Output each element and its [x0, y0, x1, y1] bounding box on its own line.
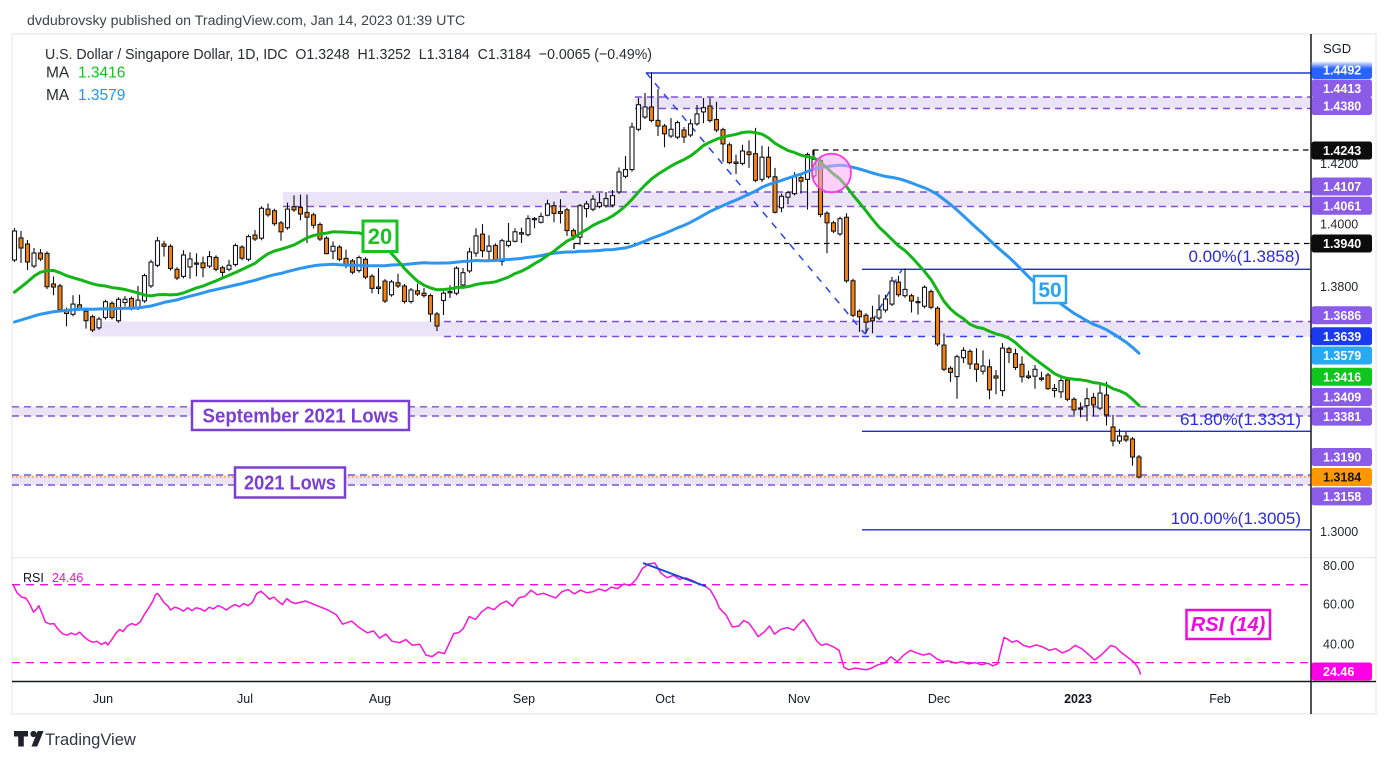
svg-text:Jun: Jun: [93, 692, 113, 706]
svg-text:1.3639: 1.3639: [1323, 330, 1361, 344]
svg-text:RSI (14): RSI (14): [1191, 614, 1266, 636]
svg-text:dvdubrovsky published on Tradi: dvdubrovsky published on TradingView.com…: [27, 13, 465, 29]
svg-text:50: 50: [1038, 279, 1061, 302]
svg-text:24.46: 24.46: [52, 571, 83, 585]
svg-text:1.4000: 1.4000: [1320, 218, 1358, 232]
svg-text:1.4107: 1.4107: [1323, 180, 1361, 194]
svg-text:1.4380: 1.4380: [1323, 100, 1361, 114]
svg-text:SGD: SGD: [1323, 41, 1351, 56]
svg-text:Jul: Jul: [237, 692, 253, 706]
svg-text:Nov: Nov: [788, 692, 811, 706]
svg-text:60.00: 60.00: [1323, 598, 1354, 612]
svg-text:1.3416: 1.3416: [78, 65, 125, 82]
svg-text:1.3190: 1.3190: [1323, 451, 1361, 465]
svg-text:MA: MA: [46, 87, 70, 104]
svg-text:U.S. Dollar / Singapore Dollar: U.S. Dollar / Singapore Dollar, 1D, IDC …: [45, 46, 652, 63]
svg-text:1.4200: 1.4200: [1320, 157, 1358, 171]
svg-text:1.3579: 1.3579: [1323, 349, 1361, 363]
svg-text:1.4061: 1.4061: [1323, 199, 1361, 213]
svg-text:Oct: Oct: [655, 692, 675, 706]
svg-text:1.3800: 1.3800: [1320, 280, 1358, 294]
svg-text:Feb: Feb: [1209, 692, 1231, 706]
svg-text:RSI: RSI: [23, 571, 44, 585]
svg-text:2023: 2023: [1064, 692, 1092, 706]
svg-text:1.3184: 1.3184: [1323, 471, 1361, 485]
svg-text:Aug: Aug: [369, 692, 391, 706]
svg-text:2021 Lows: 2021 Lows: [244, 473, 336, 495]
svg-text:1.4413: 1.4413: [1323, 82, 1361, 96]
svg-text:1.3000: 1.3000: [1320, 525, 1358, 539]
svg-text:1.3409: 1.3409: [1323, 391, 1361, 405]
svg-text:80.00: 80.00: [1323, 559, 1354, 573]
svg-text:0.00%(1.3858): 0.00%(1.3858): [1188, 247, 1300, 266]
svg-text:1.3416: 1.3416: [1323, 370, 1361, 384]
svg-text:September 2021 Lows: September 2021 Lows: [203, 406, 399, 428]
svg-text:Dec: Dec: [928, 692, 950, 706]
svg-text:1.3579: 1.3579: [78, 87, 125, 104]
svg-text:1.3381: 1.3381: [1323, 410, 1361, 424]
svg-text:40.00: 40.00: [1323, 637, 1354, 651]
svg-text:1.3158: 1.3158: [1323, 490, 1361, 504]
svg-text:MA: MA: [46, 65, 70, 82]
svg-text:1.4492: 1.4492: [1323, 64, 1361, 78]
svg-text:1.3940: 1.3940: [1323, 237, 1361, 251]
svg-text:Sep: Sep: [513, 692, 535, 706]
svg-text:1.3686: 1.3686: [1323, 309, 1361, 323]
svg-text:20: 20: [368, 224, 392, 249]
svg-text:100.00%(1.3005): 100.00%(1.3005): [1171, 509, 1301, 528]
svg-text:1.4243: 1.4243: [1323, 144, 1361, 158]
svg-text:24.46: 24.46: [1323, 665, 1354, 679]
svg-text:61.80%(1.3331): 61.80%(1.3331): [1180, 410, 1301, 429]
svg-text:TradingView: TradingView: [45, 731, 136, 749]
